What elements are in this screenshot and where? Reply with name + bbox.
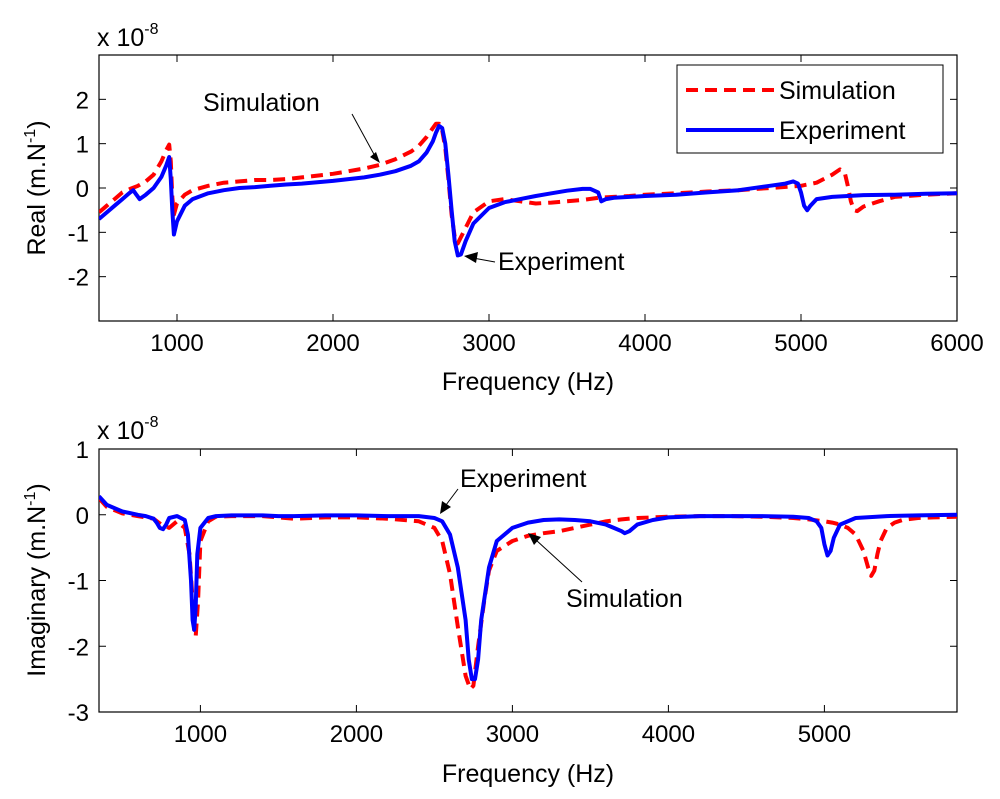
imaginary-chart: 1000 2000 3000 4000 5000 1 0 -1 -2 -3 x 10-8 Fre…	[22, 414, 958, 788]
imag-ytick-label: 0	[76, 503, 89, 530]
real-ylabel-sup: -1	[22, 129, 39, 143]
real-annotation-simulation: Simulation	[203, 89, 380, 163]
real-xtick-label: 5000	[774, 330, 827, 357]
real-tick-marks	[99, 55, 958, 321]
real-ytick-label: 0	[76, 176, 89, 203]
imaginary-y-axis-label: Imaginary (m.N-1)	[22, 483, 51, 676]
imaginary-annotation-experiment-text: Experiment	[460, 465, 586, 493]
real-x-axis-label: Frequency (Hz)	[442, 368, 614, 396]
legend-box	[676, 64, 944, 154]
imaginary-ylabel-sup: -1	[22, 492, 39, 506]
real-ytick-label: -2	[68, 265, 89, 292]
real-exponent-base: x 10	[97, 24, 144, 52]
imaginary-annotation-experiment-arrowhead	[440, 501, 451, 514]
imaginary-ylabel-main: Imaginary (m.N	[23, 506, 51, 677]
real-annotation-simulation-arrow	[351, 113, 377, 159]
imaginary-experiment-line	[99, 494, 957, 682]
legend: Simulation Experiment	[676, 64, 944, 154]
real-x-tick-labels: 1000 2000 3000 4000 5000 6000	[150, 330, 983, 357]
imaginary-annotation-simulation-text: Simulation	[566, 585, 683, 613]
imaginary-annotation-experiment: Experiment	[440, 465, 586, 514]
real-xtick-label: 1000	[150, 330, 203, 357]
legend-simulation-label: Simulation	[779, 77, 896, 105]
imaginary-x-axis-label: Frequency (Hz)	[442, 760, 614, 788]
imaginary-exponent: x 10-8	[97, 414, 159, 445]
real-annotation-experiment-arrowhead	[464, 252, 478, 263]
imag-ytick-label: -2	[68, 634, 89, 661]
real-ylabel-main: Real (m.N	[23, 143, 51, 256]
real-ytick-label: 1	[76, 132, 89, 159]
imag-xtick-label: 2000	[330, 721, 383, 748]
imag-ytick-label: 1	[76, 437, 89, 464]
real-exponent-power: -8	[144, 21, 158, 38]
imag-ytick-label: -3	[68, 700, 89, 727]
real-ytick-label: 2	[76, 87, 89, 114]
real-ylabel-close: )	[23, 120, 51, 128]
legend-experiment-label: Experiment	[779, 117, 905, 145]
real-xtick-label: 2000	[306, 330, 359, 357]
imaginary-annotation-experiment-arrow	[445, 488, 459, 506]
imaginary-annotation-simulation-arrowhead	[528, 533, 541, 545]
real-xtick-label: 4000	[618, 330, 671, 357]
imaginary-annotation-simulation-arrow	[535, 539, 583, 583]
real-xtick-label: 6000	[930, 330, 983, 357]
real-chart: 1000 2000 3000 4000 5000 6000 210-1-2 x 10-8 …	[22, 21, 984, 396]
imaginary-exponent-base: x 10	[97, 417, 144, 445]
imaginary-ylabel-close: )	[23, 483, 51, 491]
real-exponent: x 10-8	[97, 21, 159, 52]
imag-xtick-label: 4000	[642, 721, 695, 748]
imag-ytick-label: -1	[68, 569, 89, 596]
imaginary-x-tick-labels: 1000 2000 3000 4000 5000	[174, 721, 851, 748]
imag-xtick-label: 1000	[174, 721, 227, 748]
imaginary-annotation-simulation: Simulation	[528, 533, 683, 613]
real-y-axis-label: Real (m.N-1)	[22, 120, 51, 255]
real-annotation-experiment: Experiment	[464, 248, 624, 276]
real-experiment-line	[99, 123, 957, 258]
real-y-tick-labels: 2 1 0 -1 -2	[68, 87, 89, 291]
real-annotation-experiment-text: Experiment	[498, 248, 624, 276]
imag-xtick-label: 5000	[798, 721, 851, 748]
real-xtick-label: 3000	[462, 330, 515, 357]
real-annotation-simulation-text: Simulation	[203, 89, 320, 117]
real-ytick-label: -1	[68, 220, 89, 247]
real-annotation-simulation-arrowhead	[370, 152, 380, 163]
imag-xtick-label: 3000	[486, 721, 539, 748]
imaginary-exponent-power: -8	[144, 414, 158, 431]
imaginary-y-tick-labels: 1 0 -1 -2 -3	[68, 437, 89, 727]
